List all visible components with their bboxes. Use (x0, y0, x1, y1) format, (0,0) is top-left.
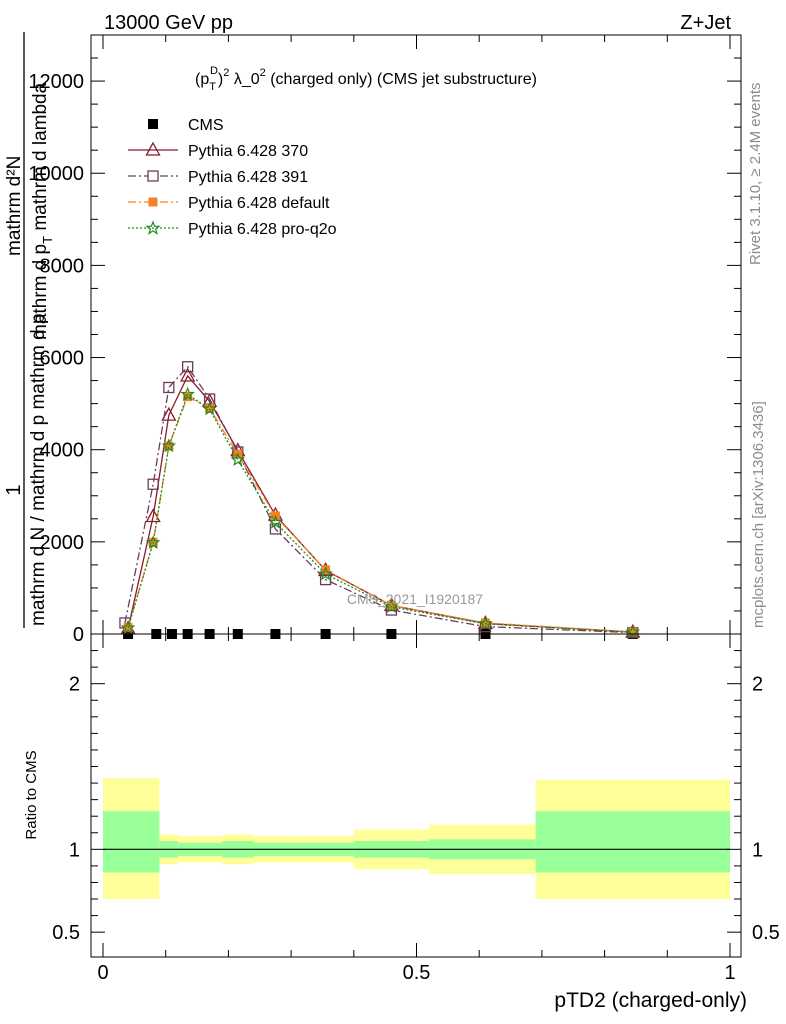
data-point-pdefault (321, 565, 331, 575)
y-label-dN: mathrm d²N (4, 156, 25, 256)
ratio-y-tick-label: 2 (69, 674, 80, 696)
main-axis-ticks: 0 2000 4000 6000 8000 10000 12000 (28, 34, 741, 646)
data-point-pq2o (384, 599, 399, 614)
series-line-p391 (124, 365, 633, 634)
data-point-pq2o (202, 401, 217, 416)
data-point-pq2o (478, 616, 493, 631)
ratio-y-tick-label: 1 (69, 839, 80, 861)
y-tick-label: 6000 (40, 348, 85, 370)
series-line-pq2o (127, 393, 633, 633)
data-point-p391 (319, 573, 332, 586)
legend-marker-pq2o (145, 220, 161, 235)
data-point-pdefault (480, 618, 490, 628)
data-point-pq2o (268, 514, 283, 529)
y-tick-label: 10000 (28, 163, 84, 185)
data-point-p391 (181, 361, 194, 373)
data-point-pdefault (164, 441, 174, 451)
data-point-pdefault (205, 403, 215, 413)
ratio-y-tick-label: 0.5 (52, 922, 80, 944)
y-label-one: 1 (3, 484, 25, 495)
process-label: Z+Jet (680, 12, 731, 34)
y-axis-label: 1 mathrm d N / mathrm d p mathrm d p mat… (3, 32, 55, 628)
x-tick-label: 1 (724, 962, 735, 984)
y-tick-label: 0 (73, 624, 84, 646)
data-point-pq2o (318, 566, 333, 581)
legend-marker-p370 (145, 141, 161, 156)
data-point-p370 (180, 367, 196, 382)
uncertainty-band-inner (535, 811, 730, 873)
rivet-label: Rivet 3.1.10, ≥ 2.4M events (747, 83, 764, 266)
ratio-y-tick-label-right: 1 (752, 839, 763, 861)
x-tick-label: 0.5 (403, 962, 431, 984)
ratio-y-label: Ratio to CMS (23, 750, 40, 839)
y-label-denominator: mathrm d N / mathrm d p mathrm d p (28, 313, 49, 626)
data-point-p370 (145, 508, 161, 523)
energy-label: 13000 GeV pp (104, 12, 233, 34)
data-point-pq2o (625, 624, 641, 639)
y-tick-label: 2000 (40, 532, 85, 554)
data-point-pdefault (628, 627, 638, 637)
y-label-differential: mathrm d pT mathrm d lambda (30, 82, 55, 340)
x-tick-label: 0 (97, 962, 108, 984)
x-axis-label: pTD2 (charged-only) (554, 989, 747, 1012)
uncertainty-band-inner (103, 811, 160, 873)
legend-marker-cms (148, 119, 158, 129)
legend-label-pq2o: Pythia 6.428 pro-q2o (188, 221, 337, 238)
data-point-p391 (269, 523, 282, 535)
ratio-bands (103, 778, 730, 900)
legend-marker-p391 (147, 170, 159, 182)
data-point-pq2o (180, 386, 195, 401)
data-point-p391 (147, 478, 159, 490)
ratio-y-tick-label-right: 2 (752, 674, 763, 696)
data-point-pdefault (386, 600, 396, 610)
mcplots-label: mcplots.cern.ch [arXiv:1306.3436] (750, 401, 767, 628)
legend-label-cms: CMS (188, 117, 224, 134)
data-point-pq2o (120, 620, 136, 635)
y-tick-label: 4000 (40, 440, 85, 462)
legend-marker-pdefault (148, 197, 158, 207)
legend-label-pdefault: Pythia 6.428 default (188, 195, 330, 212)
data-point-p370 (161, 406, 177, 421)
data-point-pq2o (145, 535, 161, 549)
legend-label-p391: Pythia 6.428 391 (188, 169, 308, 186)
plot-title: (pTD)2 λ_02 (charged only) (CMS jet subs… (195, 65, 537, 93)
ratio-y-tick-label-right: 0.5 (752, 922, 780, 944)
legend: CMS Pythia 6.428 370 Pythia 6.428 391 Py… (128, 117, 337, 238)
y-tick-label: 8000 (40, 255, 85, 277)
y-tick-label: 12000 (28, 71, 84, 93)
data-point-pq2o (230, 452, 246, 467)
analysis-watermark: CMS_2021_I1920187 (347, 591, 483, 607)
legend-label-p370: Pythia 6.428 370 (188, 143, 308, 160)
ratio-axis-ticks: 0.5 0.5 1 1 2 2 0 0.5 1 (52, 634, 780, 984)
data-point-p391 (163, 381, 175, 394)
data-point-pq2o (161, 438, 177, 453)
